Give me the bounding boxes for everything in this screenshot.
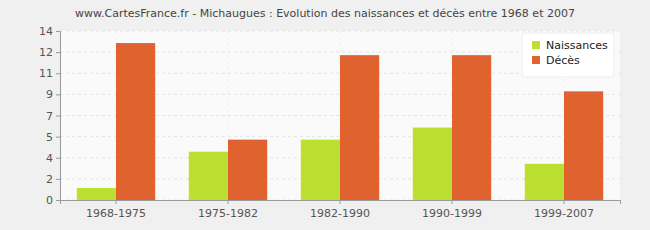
y-tick: 7 — [46, 110, 60, 123]
y-tick: 12 — [39, 46, 60, 59]
x-tick-label: 1968-1975 — [86, 207, 146, 220]
x-tick-label: 1975-1982 — [198, 207, 258, 220]
y-tick-mark — [56, 31, 60, 32]
bar — [228, 140, 267, 200]
plot: 0245791112141968-19751975-19821982-19901… — [39, 25, 621, 220]
y-tick-label: 0 — [46, 194, 53, 207]
y-tick-mark — [56, 52, 60, 53]
y-tick-mark — [56, 137, 60, 138]
bar — [525, 164, 564, 200]
y-tick: 9 — [46, 88, 60, 101]
y-tick-mark — [56, 73, 60, 74]
y-axis: 0 2 4 5 7 9 11 12 14 — [39, 25, 61, 207]
x-tick-mark — [564, 200, 565, 204]
bar — [301, 140, 340, 200]
x-tick-mark — [340, 200, 341, 204]
y-tick-mark — [56, 94, 60, 95]
x-tick: 1968-1975 — [86, 200, 146, 220]
legend-box — [522, 33, 614, 77]
bar — [340, 55, 379, 200]
y-tick-label: 5 — [46, 131, 53, 144]
plot-area — [60, 31, 620, 200]
bar — [452, 55, 491, 200]
y-tick-label: 11 — [39, 67, 53, 80]
legend-label: Décès — [546, 54, 580, 67]
chart: www.CartesFrance.fr - Michaugues : Evolu… — [0, 0, 650, 230]
bar — [77, 188, 116, 200]
legend: Naissances Décès — [522, 33, 614, 77]
bar — [189, 152, 228, 200]
y-tick: 2 — [46, 173, 60, 186]
y-tick-label: 7 — [46, 110, 53, 123]
y-tick: 5 — [46, 131, 60, 144]
x-tick-label: 1982-1990 — [310, 207, 370, 220]
y-tick: 11 — [39, 67, 60, 80]
legend-swatch — [532, 41, 540, 49]
background — [0, 0, 650, 230]
y-tick: 14 — [39, 25, 60, 38]
bar — [413, 128, 452, 200]
y-tick-label: 12 — [39, 46, 53, 59]
x-tick: 1999-2007 — [534, 200, 594, 220]
x-axis-line — [61, 201, 621, 205]
x-tick: 1990-1999 — [422, 200, 482, 220]
y-tick-mark — [56, 200, 60, 201]
y-tick-label: 14 — [39, 25, 53, 38]
x-tick: 1975-1982 — [198, 200, 258, 220]
legend-label: Naissances — [546, 39, 608, 52]
x-tick-mark — [228, 200, 229, 204]
title: www.CartesFrance.fr - Michaugues : Evolu… — [75, 7, 575, 20]
y-tick: 0 — [46, 194, 60, 207]
bar — [564, 91, 603, 200]
y-tick-mark — [56, 116, 60, 117]
legend-swatch — [532, 56, 540, 64]
x-axis: 1968-1975 1975-1982 1982-1990 1990-1999 1999… — [61, 200, 621, 220]
x-tick-mark — [452, 200, 453, 204]
x-tick-label: 1999-2007 — [534, 207, 594, 220]
y-tick-label: 9 — [46, 88, 53, 101]
x-tick-label: 1990-1999 — [422, 207, 482, 220]
y-tick-mark — [56, 158, 60, 159]
y-tick: 4 — [46, 152, 60, 165]
y-axis-line — [56, 32, 61, 201]
y-tick-mark — [56, 179, 60, 180]
x-tick: 1982-1990 — [310, 200, 370, 220]
bar — [116, 43, 155, 200]
x-tick-mark — [116, 200, 117, 204]
y-tick-label: 2 — [46, 173, 53, 186]
y-tick-label: 4 — [46, 152, 53, 165]
